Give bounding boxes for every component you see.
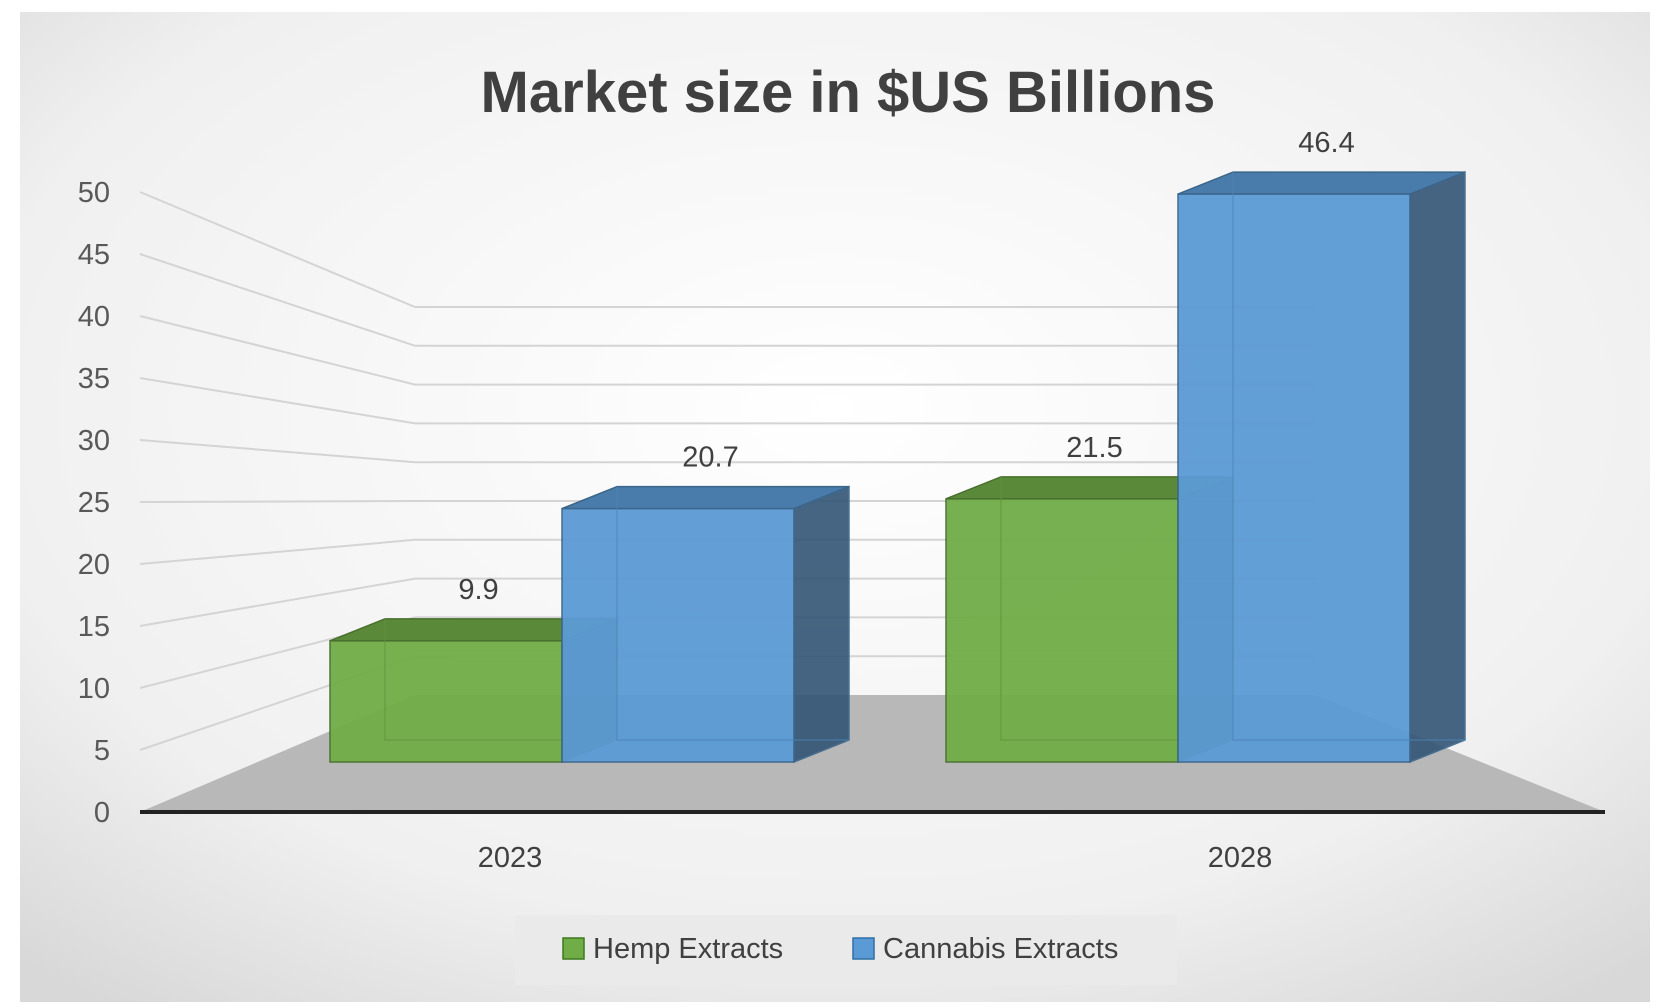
gridline [139,191,1315,308]
gridline [139,377,1315,425]
data-label: 9.9 [458,574,498,606]
y-tick-label: 40 [78,301,110,333]
legend: Hemp Extracts Cannabis Extracts [515,915,1177,985]
data-label: 20.7 [682,442,738,474]
y-tick-label: 15 [78,611,110,643]
bar-inner-edge [384,618,617,741]
y-tick-label: 0 [94,797,110,829]
bar-front [1177,193,1411,763]
legend-box [515,915,1177,985]
y-tick-label: 10 [78,673,110,705]
x-tick-label: 2028 [1208,842,1273,874]
legend-label-hemp: Hemp Extracts [593,933,783,965]
legend-swatch-cannabis [852,937,875,960]
bar-inner-edge [1232,172,1465,741]
legend-label-cannabis: Cannabis Extracts [883,933,1118,965]
x-axis-ticks: 2023 2028 [478,842,1273,874]
bar-inner-edge [616,486,849,741]
gridline [139,439,1315,464]
y-tick-label: 45 [78,239,110,271]
y-tick-label: 50 [78,177,110,209]
bar-inner-edge [1000,476,1233,741]
bars [329,170,1466,764]
y-tick-label: 35 [78,363,110,395]
y-tick-label: 30 [78,425,110,457]
bar-side [793,485,850,764]
bar-1-1 [1177,170,1466,764]
bar-1-0 [561,485,850,764]
data-label: 46.4 [1298,127,1354,159]
bar-front [329,640,563,763]
bar-side [1409,170,1466,764]
chart-title: Market size in $US Billions [481,60,1216,125]
gridline [139,253,1315,347]
y-tick-label: 20 [78,549,110,581]
gridline [139,315,1315,386]
bar-front [561,507,795,763]
y-axis-ticks: 0 5 10 15 20 25 30 35 40 45 50 [78,177,110,829]
data-label: 21.5 [1066,432,1122,464]
y-tick-label: 25 [78,487,110,519]
y-tick-label: 5 [94,735,110,767]
x-tick-label: 2023 [478,842,543,874]
data-labels: 9.9 20.7 21.5 46.4 [458,127,1354,606]
bar-front [945,498,1179,763]
legend-swatch-hemp [562,937,585,960]
